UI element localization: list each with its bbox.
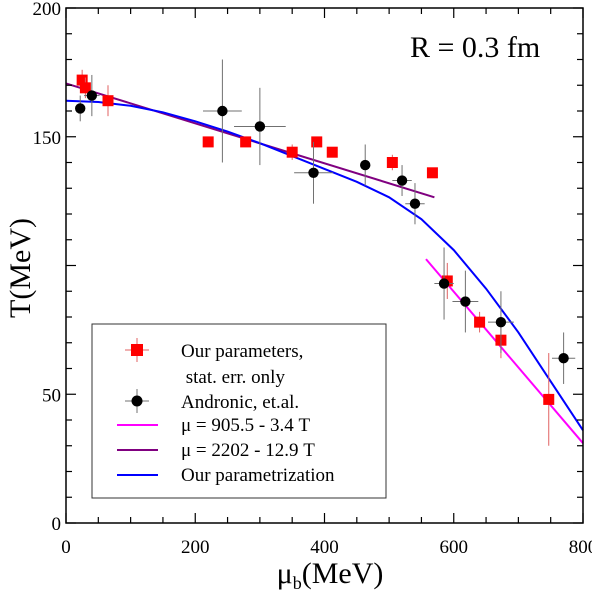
y-tick-label: 50 [42, 385, 61, 406]
y-tick-label: 0 [52, 514, 62, 535]
x-axis-label-unit: (MeV) [302, 557, 384, 590]
black-circle-point [75, 95, 86, 122]
black-circle-point [488, 291, 514, 354]
black-circle-point [405, 183, 425, 225]
black-circle-point [434, 247, 454, 320]
marker-square [386, 157, 398, 168]
red-square-point [311, 136, 323, 148]
y-tick-label: 150 [33, 128, 62, 149]
marker-circle [254, 121, 266, 132]
red-square-point [286, 144, 298, 160]
marker-circle [360, 159, 371, 171]
x-tick-label: 400 [310, 537, 339, 558]
legend-entry-fit-purple: μ = 2202 - 12.9 T [117, 440, 315, 461]
black-circle-point [203, 59, 242, 163]
red-square-point [543, 353, 555, 446]
legend-label-andronic: Andronic, et.al. [181, 392, 299, 413]
legend-marker-circle [131, 395, 143, 407]
series-line-4 [65, 99, 584, 431]
marker-square [311, 136, 323, 148]
marker-circle [75, 103, 86, 114]
marker-square [102, 95, 114, 107]
x-axis-label-symbol: μ [277, 557, 293, 590]
marker-square [426, 167, 438, 179]
marker-square [474, 316, 486, 328]
legend-label-our-parameters-line2: stat. err. only [181, 367, 285, 388]
marker-square [76, 74, 88, 86]
legend-entry-fit-magenta: μ = 905.5 - 3.4 T [117, 415, 310, 436]
series-line-2 [425, 258, 584, 444]
legend-entry-andronic: Andronic, et.al. [125, 389, 299, 413]
x-tick-label: 200 [181, 537, 210, 558]
plot-frame [65, 7, 584, 524]
black-circle-point [551, 332, 576, 384]
black-circle-point [392, 165, 412, 196]
x-tick-label: 0 [61, 537, 71, 558]
marker-circle [396, 175, 408, 186]
red-square-point [326, 146, 338, 158]
red-square-point [202, 136, 214, 148]
x-axis-label: μb(MeV) [277, 557, 384, 592]
marker-square [79, 82, 91, 94]
y-tick-label: 200 [33, 0, 62, 20]
marker-square [202, 136, 214, 148]
marker-circle [438, 278, 450, 289]
x-axis-label-subscript: b [293, 573, 302, 592]
legend-label-parametrization: Our parametrization [181, 465, 335, 486]
legend-marker-square [131, 344, 143, 356]
black-circle-point [452, 270, 479, 333]
red-square-point [386, 154, 398, 171]
marker-circle [495, 316, 507, 328]
red-square-point [474, 311, 486, 333]
legend-label-fit-purple: μ = 2202 - 12.9 T [181, 440, 315, 461]
y-axis-label: T(MeV) [4, 218, 37, 318]
marker-circle [558, 353, 569, 364]
red-square-point [426, 167, 438, 179]
legend-label-our-parameters: Our parameters, [181, 341, 303, 362]
legend-entry-parametrization: Our parametrization [117, 465, 335, 486]
marker-circle [308, 167, 319, 178]
x-tick-label: 800 [569, 537, 592, 558]
marker-square [286, 146, 298, 158]
annotation-radius: R = 0.3 fm [410, 31, 540, 64]
black-circle-point [234, 87, 286, 166]
red-square-point [102, 85, 114, 117]
red-square-point [79, 77, 91, 99]
black-circle-point [294, 141, 333, 204]
x-tick-label: 600 [440, 537, 469, 558]
marker-circle [409, 198, 421, 209]
legend-label-fit-magenta: μ = 905.5 - 3.4 T [181, 415, 310, 436]
marker-circle [460, 296, 471, 307]
legend: Our parameters, stat. err. only Andronic… [91, 323, 387, 499]
marker-square [326, 146, 338, 158]
marker-circle [217, 105, 228, 117]
black-circle-point [360, 144, 371, 186]
red-square-point [240, 136, 252, 148]
marker-circle [86, 90, 98, 101]
marker-square [240, 136, 252, 148]
data-points-layer [75, 59, 576, 446]
legend-entry-our-parameters: Our parameters, stat. err. only [125, 338, 303, 388]
marker-square [543, 393, 555, 405]
black-circle-point [84, 74, 100, 117]
axes-layer: 0 200 400 600 800 0 50 150 200 [33, 0, 592, 558]
